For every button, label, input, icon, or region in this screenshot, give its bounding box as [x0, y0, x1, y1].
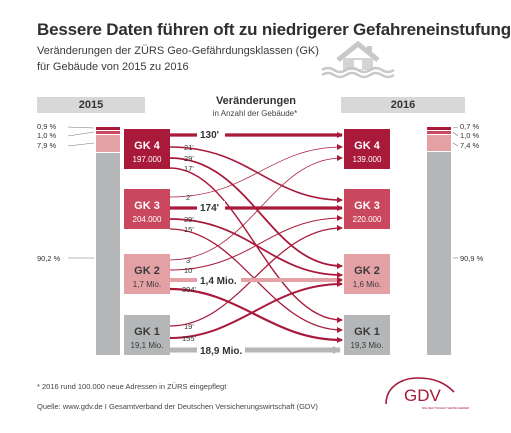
class-value-2016-gk2: 1,6 Mio. [353, 280, 381, 289]
pct-2016-gk3: 1,0 % [460, 131, 480, 140]
flow-label-gk1-gk2: 155' [182, 334, 197, 343]
flow-label-gk2-gk1: 304' [182, 285, 197, 294]
class-value-2015-gk1: 19,1 Mio. [131, 341, 164, 350]
flow-label-gk4-gk3: 21' [184, 143, 194, 152]
share-bar-2016-gk3 [427, 131, 451, 134]
flow-label-gk2-gk2: 1,4 Mio. [200, 276, 237, 287]
share-bar-2016-gk1 [427, 152, 451, 355]
flow-gk2-gk3 [169, 215, 343, 271]
flow-label-gk3-gk3: 174' [200, 203, 219, 214]
source-line: Quelle: www.gdv.de I Gesamtverband der D… [37, 402, 318, 411]
pct-2015-gk2: 7,9 % [37, 141, 57, 150]
class-value-2016-gk4: 139.000 [353, 155, 382, 164]
subtitle-line-1: Veränderungen der ZÜRS Geo-Gefährdungskl… [37, 45, 319, 57]
pct-2016-gk4: 0,7 % [460, 122, 480, 131]
share-bar-2015-gk2 [96, 135, 120, 152]
year-label-2016: 2016 [341, 97, 465, 113]
flow-gk3-gk4 [169, 144, 343, 198]
share-bar-2016-gk4 [427, 127, 451, 130]
flow-label-gk4-gk1: 17' [184, 164, 194, 173]
footnote: * 2016 rund 100.000 neue Adressen in ZÜR… [37, 382, 227, 391]
class-value-2015-gk3: 204.000 [133, 215, 162, 224]
pct-2016-gk1: 90,9 % [460, 254, 484, 263]
flow-label-gk3-gk1: 15' [184, 225, 194, 234]
class-label-2015-gk1: GK 1 [134, 326, 160, 338]
page-title: Bessere Daten führen oft zu niedrigerer … [37, 20, 511, 39]
changes-subtitle: in Anzahl der Gebäude* [212, 109, 298, 118]
pct-2015-gk1: 90,2 % [37, 254, 61, 263]
flow-label-gk1-gk3: 19' [184, 322, 194, 331]
changes-title: Veränderungen [215, 95, 297, 107]
pct-2015-gk4: 0,9 % [37, 122, 57, 131]
class-label-2015-gk2: GK 2 [134, 265, 160, 277]
class-label-2016-gk4: GK 4 [354, 140, 381, 152]
gdv-logo-tagline: DIE DEUTSCHEN VERSICHERER [422, 406, 470, 410]
year-label-2015: 2015 [37, 97, 145, 113]
flow-label-gk4-gk4: 130' [200, 130, 219, 141]
flow-label-gk1-gk1: 18,9 Mio. [200, 346, 242, 357]
flow-gk1-gk2 [169, 281, 343, 339]
flow-gk4-gk1 [169, 167, 343, 323]
share-bar-2015-gk1 [96, 153, 120, 355]
class-box-2015-gk3 [124, 189, 170, 229]
class-value-2016-gk3: 220.000 [353, 215, 382, 224]
flow-gk2-gk1 [169, 287, 343, 343]
flow-gk3-gk2 [169, 218, 343, 278]
class-value-2015-gk2: 1,7 Mio. [133, 280, 161, 289]
flooded-house-icon [321, 40, 395, 78]
flow-label-gk3-gk4: 2' [186, 193, 192, 202]
flow-label-gk2-gk3: 10' [184, 266, 194, 275]
share-bar-2015-gk3 [96, 131, 120, 134]
gdv-logo: GDV DIE DEUTSCHEN VERSICHERER [385, 377, 470, 410]
class-box-2015-gk4 [124, 129, 170, 169]
share-bar-2016-gk2 [427, 135, 451, 151]
flow-gk4-gk2 [169, 157, 343, 269]
class-box-2016-gk1 [344, 315, 390, 355]
class-box-2016-gk3 [344, 189, 390, 229]
class-box-2016-gk4 [344, 129, 390, 169]
class-box-2015-gk2 [124, 254, 170, 294]
class-box-2016-gk2 [344, 254, 390, 294]
class-label-2015-gk3: GK 3 [134, 200, 160, 212]
class-label-2016-gk3: GK 3 [354, 200, 380, 212]
flow-gk1-gk3 [169, 225, 343, 327]
pct-2015-gk3: 1,0 % [37, 131, 57, 140]
flow-gk2-gk4 [169, 155, 343, 261]
pct-2016-gk2: 7,4 % [460, 141, 480, 150]
flow-gk4-gk3 [169, 146, 343, 203]
gdv-logo-text: GDV [404, 386, 442, 405]
class-label-2016-gk2: GK 2 [354, 265, 380, 277]
share-bar-2015-gk4 [96, 127, 120, 130]
class-value-2015-gk4: 197.000 [133, 155, 162, 164]
class-label-2015-gk4: GK 4 [134, 140, 161, 152]
flow-label-gk2-gk4: 3' [186, 256, 192, 265]
subtitle-line-2: für Gebäude von 2015 zu 2016 [37, 61, 189, 73]
class-label-2016-gk1: GK 1 [354, 326, 380, 338]
flow-label-gk3-gk2: 29' [184, 215, 194, 224]
class-box-2015-gk1 [124, 315, 170, 355]
flow-label-gk4-gk2: 29' [184, 154, 194, 163]
class-value-2016-gk1: 19,3 Mio. [351, 341, 384, 350]
